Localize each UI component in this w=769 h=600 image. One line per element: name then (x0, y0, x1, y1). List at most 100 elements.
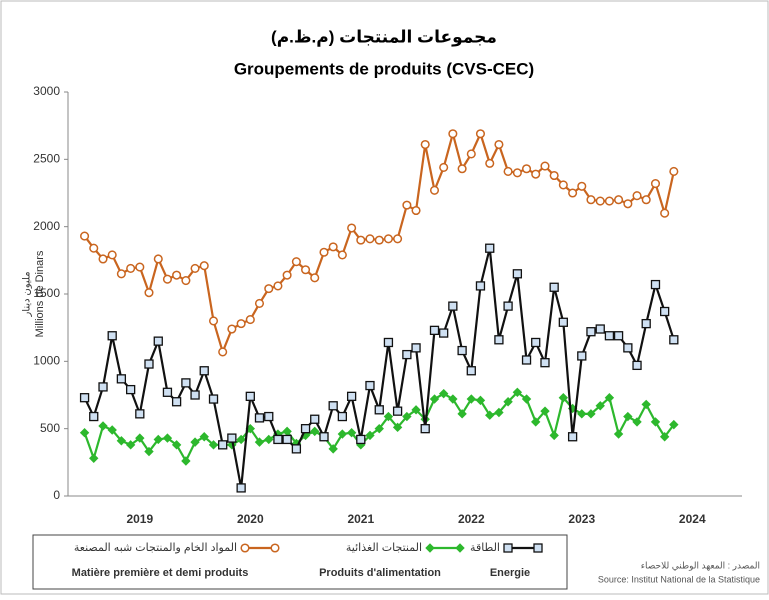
marker (236, 483, 246, 493)
marker (264, 284, 274, 294)
marker (190, 263, 200, 273)
marker (439, 328, 449, 338)
x-tick-label: 2019 (126, 512, 153, 526)
legend-marker (503, 543, 513, 553)
marker (365, 430, 375, 441)
marker (153, 336, 163, 346)
marker (264, 434, 274, 445)
marker (300, 424, 311, 434)
marker (540, 358, 550, 368)
marker (632, 360, 642, 371)
marker (503, 397, 513, 407)
marker (181, 275, 191, 286)
x-tick-label: 2024 (679, 512, 706, 526)
marker (356, 235, 366, 245)
marker (116, 374, 127, 384)
marker (429, 325, 440, 336)
marker (540, 406, 550, 416)
marker (291, 257, 301, 267)
marker (135, 409, 145, 419)
marker (632, 191, 642, 201)
marker (660, 208, 670, 218)
marker (558, 180, 568, 190)
marker (125, 384, 136, 395)
marker (632, 417, 642, 427)
marker (641, 195, 651, 205)
y-tick-label: 2500 (33, 152, 60, 166)
marker (374, 405, 384, 415)
marker (411, 405, 421, 415)
marker (89, 411, 99, 422)
marker (328, 242, 338, 252)
marker (273, 281, 283, 291)
marker (494, 335, 504, 345)
marker (503, 301, 513, 311)
marker (521, 355, 532, 365)
marker (420, 424, 430, 434)
marker (218, 347, 228, 357)
marker (402, 411, 412, 422)
marker (595, 196, 605, 206)
marker (613, 429, 624, 439)
marker (411, 205, 421, 216)
marker (337, 250, 347, 260)
legend-marker (240, 543, 250, 553)
marker (586, 195, 596, 205)
y-tick-label: 1500 (33, 286, 60, 300)
x-tick-label: 2020 (237, 512, 264, 526)
marker (162, 433, 173, 443)
marker (466, 366, 476, 376)
marker (365, 380, 375, 391)
source-ar: المصدر : المعهد الوطني للاحصاء (641, 560, 760, 570)
marker (475, 281, 486, 291)
marker (227, 324, 237, 334)
x-tick-label: 2022 (458, 512, 485, 526)
marker (623, 411, 633, 422)
marker (531, 169, 541, 179)
marker (411, 343, 421, 353)
marker (641, 399, 651, 410)
marker (144, 288, 154, 298)
marker (89, 243, 99, 253)
marker (448, 301, 458, 311)
marker (245, 391, 255, 401)
marker (613, 331, 624, 341)
marker (374, 235, 384, 245)
marker (660, 306, 670, 317)
marker (153, 254, 163, 264)
marker (466, 149, 476, 159)
marker (466, 394, 477, 404)
marker (107, 250, 117, 260)
marker (393, 234, 403, 244)
source: Source: Institut National de la Statisti… (598, 574, 760, 584)
legend-label-ar: المنتجات الغذائية (346, 542, 422, 554)
marker (236, 434, 246, 445)
marker (383, 411, 394, 422)
marker (282, 270, 292, 280)
marker (641, 318, 651, 329)
y-tick-label: 500 (40, 421, 60, 435)
marker (181, 378, 191, 388)
chart-title-ar: مجموعات المنتجات (م.ظ.م) (271, 27, 497, 47)
marker (392, 422, 403, 433)
marker (595, 401, 605, 411)
marker (558, 392, 569, 403)
marker (171, 440, 182, 450)
marker (457, 164, 467, 174)
marker (254, 437, 265, 447)
marker (291, 444, 302, 454)
marker (558, 317, 568, 327)
marker (116, 269, 126, 279)
legend-label: Produits d'alimentation (319, 567, 441, 579)
y-tick-label: 0 (53, 488, 60, 502)
marker (383, 234, 393, 244)
marker (319, 432, 329, 442)
marker (494, 407, 504, 418)
marker (577, 351, 587, 361)
y-axis-label-ar: مليون دينار (22, 271, 33, 317)
marker (669, 419, 679, 430)
marker (512, 269, 523, 279)
marker (420, 139, 430, 150)
marker (254, 413, 265, 423)
marker (264, 411, 274, 422)
